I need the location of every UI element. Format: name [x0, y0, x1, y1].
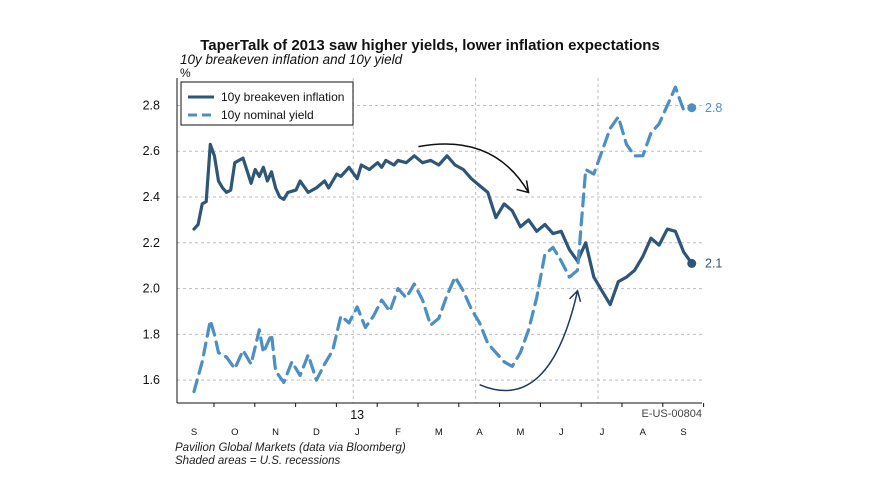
annotation-layer [418, 143, 582, 392]
y-tick-label: 2.6 [143, 144, 160, 158]
axes: 1.6 1.8 2.0 2.2 2.4 2.6 2.8 S O N D J F M A M J J A S 13 [143, 78, 705, 438]
chart-subtitle: 10y breakeven inflation and 10y yield [180, 52, 403, 67]
x-tick-label: A [476, 427, 483, 438]
y-tick-label: 2.4 [143, 190, 160, 204]
y-tick-label: 1.8 [143, 327, 160, 341]
x-tick-label: J [600, 427, 605, 438]
x-tick-label: J [355, 427, 360, 438]
down-arrow [418, 143, 530, 193]
recession-note: Shaded areas = U.S. recessions [175, 455, 340, 467]
series-line-breakeven [192, 142, 694, 307]
up-arrow [479, 290, 579, 392]
series-layer: 2.1 2.8 [192, 85, 722, 394]
x-tick-label: S [680, 427, 686, 438]
gridlines [177, 78, 702, 403]
chart-code: E-US-00804 [641, 408, 702, 420]
source-note: Pavilion Global Markets (data via Bloomb… [175, 442, 406, 454]
legend-box [180, 81, 354, 126]
y-tick-label: 2.2 [143, 236, 160, 250]
chart-title: TaperTalk of 2013 saw higher yields, low… [200, 37, 660, 54]
x-tick-label: F [395, 427, 401, 438]
x-tick-label: A [640, 427, 647, 438]
x-tick-label: M [435, 427, 443, 438]
y-unit-label: % [180, 66, 191, 80]
x-tick-label: D [313, 427, 320, 438]
down-arrow-head [516, 180, 530, 194]
series-line-yield [192, 85, 694, 394]
series-end-marker-yield [687, 103, 697, 113]
x-tick-label: M [516, 427, 524, 438]
x-tick-label: O [231, 427, 238, 438]
x-tick-label: N [272, 427, 279, 438]
legend-label-yield: 10y nominal yield [221, 108, 314, 122]
x-tick-label: S [191, 427, 197, 438]
series-end-marker-breakeven [687, 258, 697, 268]
y-tick-label: 2.0 [143, 282, 160, 296]
legend: 10y breakeven inflation 10y nominal yiel… [180, 81, 354, 126]
y-tick-label: 1.6 [143, 373, 160, 387]
y-tick-label: 2.8 [143, 98, 160, 112]
up-arrow-head [568, 289, 582, 303]
x-tick-label: J [559, 427, 564, 438]
end-label-breakeven: 2.1 [705, 256, 722, 270]
year-tick-label: 13 [350, 408, 364, 422]
end-label-yield: 2.8 [705, 101, 722, 115]
legend-label-breakeven: 10y breakeven inflation [221, 90, 344, 104]
